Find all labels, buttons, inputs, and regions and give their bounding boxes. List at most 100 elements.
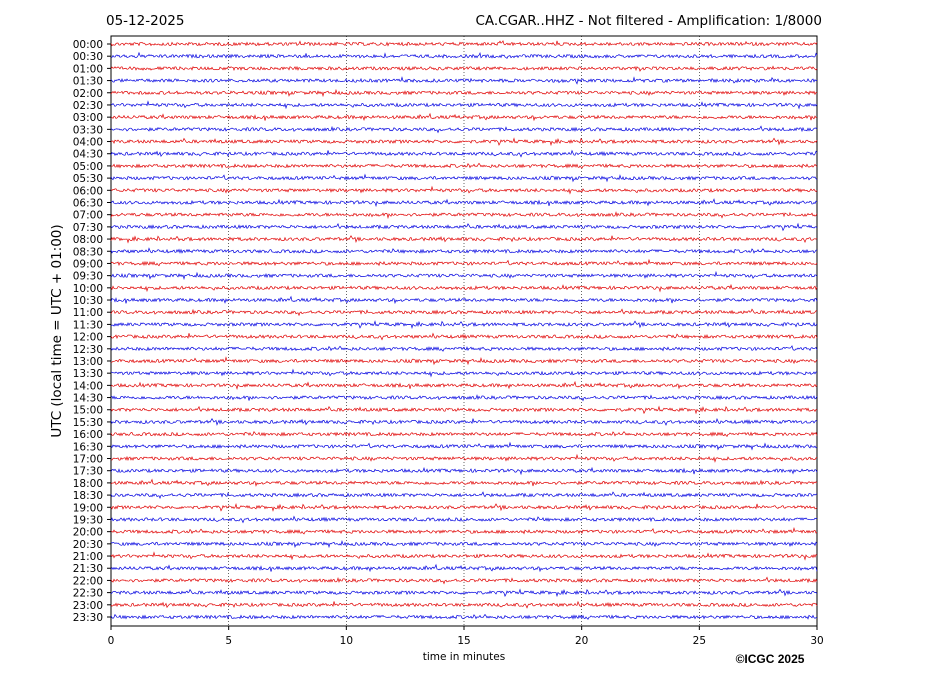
- y-tick-label: 11:00: [73, 307, 103, 319]
- trace: [110, 65, 818, 72]
- trace: [110, 222, 818, 232]
- trace: [110, 258, 818, 267]
- y-tick-label: 05:00: [73, 161, 103, 173]
- y-tick-label: 02:00: [73, 88, 103, 100]
- trace: [110, 576, 818, 585]
- y-tick-label: 04:00: [73, 137, 103, 149]
- y-tick-label: 17:00: [73, 454, 103, 466]
- y-tick-label: 00:00: [73, 39, 103, 51]
- y-tick-label: 21:00: [73, 551, 103, 563]
- x-tick-label: 15: [457, 635, 470, 647]
- y-tick-label: 18:30: [73, 490, 103, 502]
- y-tick-label: 09:30: [73, 271, 103, 283]
- y-tick-label: 01:00: [73, 63, 103, 75]
- trace: [110, 551, 818, 561]
- trace: [110, 588, 818, 598]
- trace: [110, 613, 818, 620]
- trace: [110, 539, 818, 549]
- trace: [110, 149, 818, 158]
- y-tick-label: 10:30: [73, 295, 103, 307]
- y-tick-label: 22:00: [73, 575, 103, 587]
- y-tick-label: 20:30: [73, 539, 103, 551]
- y-tick-label: 06:30: [73, 197, 103, 209]
- trace: [110, 295, 818, 305]
- y-tick-label: 18:00: [73, 478, 103, 490]
- x-tick-label: 5: [225, 635, 232, 647]
- trace: [110, 137, 818, 147]
- y-tick-label: 09:00: [73, 258, 103, 270]
- trace: [110, 345, 818, 352]
- x-axis-label: time in minutes: [423, 651, 505, 663]
- y-tick-label: 14:30: [73, 393, 103, 405]
- trace: [110, 600, 818, 609]
- y-tick-label: 15:30: [73, 417, 103, 429]
- y-tick-label: 23:30: [73, 612, 103, 624]
- y-tick-label: 01:30: [73, 76, 103, 88]
- trace: [110, 478, 818, 487]
- trace: [110, 431, 818, 437]
- y-tick-label: 13:00: [73, 356, 103, 368]
- trace: [110, 491, 818, 500]
- y-tick-label: 15:00: [73, 405, 103, 417]
- trace: [110, 185, 818, 195]
- y-tick-label: 03:30: [73, 124, 103, 136]
- trace: [110, 173, 818, 183]
- y-tick-label: 17:30: [73, 466, 103, 478]
- y-tick-label: 02:30: [73, 100, 103, 112]
- y-tick-label: 19:00: [73, 502, 103, 514]
- trace: [110, 466, 818, 476]
- trace: [110, 100, 818, 110]
- trace: [110, 235, 818, 244]
- y-tick-label: 20:00: [73, 527, 103, 539]
- trace: [110, 368, 817, 378]
- y-tick-label: 07:30: [73, 222, 103, 234]
- y-tick-label: 14:00: [73, 380, 103, 392]
- y-tick-label: 10:00: [73, 283, 103, 295]
- trace: [110, 125, 818, 134]
- y-tick-label: 16:00: [73, 429, 103, 441]
- y-tick-label: 06:00: [73, 185, 103, 197]
- y-tick-label: 12:30: [73, 344, 103, 356]
- trace: [110, 211, 818, 220]
- x-tick-label: 25: [693, 635, 706, 647]
- chart-title: CA.CGAR..HHZ - Not filtered - Amplificat…: [475, 13, 822, 29]
- y-tick-label: 03:00: [73, 112, 103, 124]
- trace: [110, 40, 818, 47]
- trace: [110, 320, 818, 329]
- y-tick-label: 12:00: [73, 332, 103, 344]
- trace: [110, 380, 818, 390]
- y-tick-label: 08:00: [73, 234, 103, 246]
- trace: [110, 356, 818, 366]
- trace: [110, 76, 818, 85]
- y-tick-label: 05:30: [73, 173, 103, 185]
- trace: [110, 162, 818, 169]
- trace: [110, 503, 818, 512]
- x-tick-label: 10: [340, 635, 353, 647]
- y-tick-label: 00:30: [73, 51, 103, 63]
- trace: [110, 88, 818, 98]
- y-tick-label: 21:30: [73, 563, 103, 575]
- trace: [110, 51, 818, 59]
- trace: [110, 283, 818, 293]
- credit: ©ICGC 2025: [736, 652, 805, 666]
- trace: [110, 198, 818, 208]
- trace: [110, 526, 818, 535]
- trace: [110, 453, 818, 463]
- y-tick-label: 22:30: [73, 588, 103, 600]
- trace: [110, 270, 818, 280]
- y-tick-label: 19:30: [73, 514, 103, 526]
- trace: [110, 112, 818, 122]
- y-tick-label: 23:00: [73, 600, 103, 612]
- trace: [110, 394, 818, 402]
- trace: [110, 515, 818, 524]
- date: 05-12-2025: [106, 13, 184, 29]
- trace: [110, 247, 818, 254]
- y-axis-label: UTC (local time = UTC + 01:00): [49, 224, 65, 437]
- trace: [110, 405, 818, 415]
- trace: [110, 563, 818, 573]
- x-tick-label: 20: [575, 635, 588, 647]
- trace: [110, 441, 818, 451]
- x-tick-label: 0: [108, 635, 115, 647]
- y-tick-label: 11:30: [73, 319, 103, 331]
